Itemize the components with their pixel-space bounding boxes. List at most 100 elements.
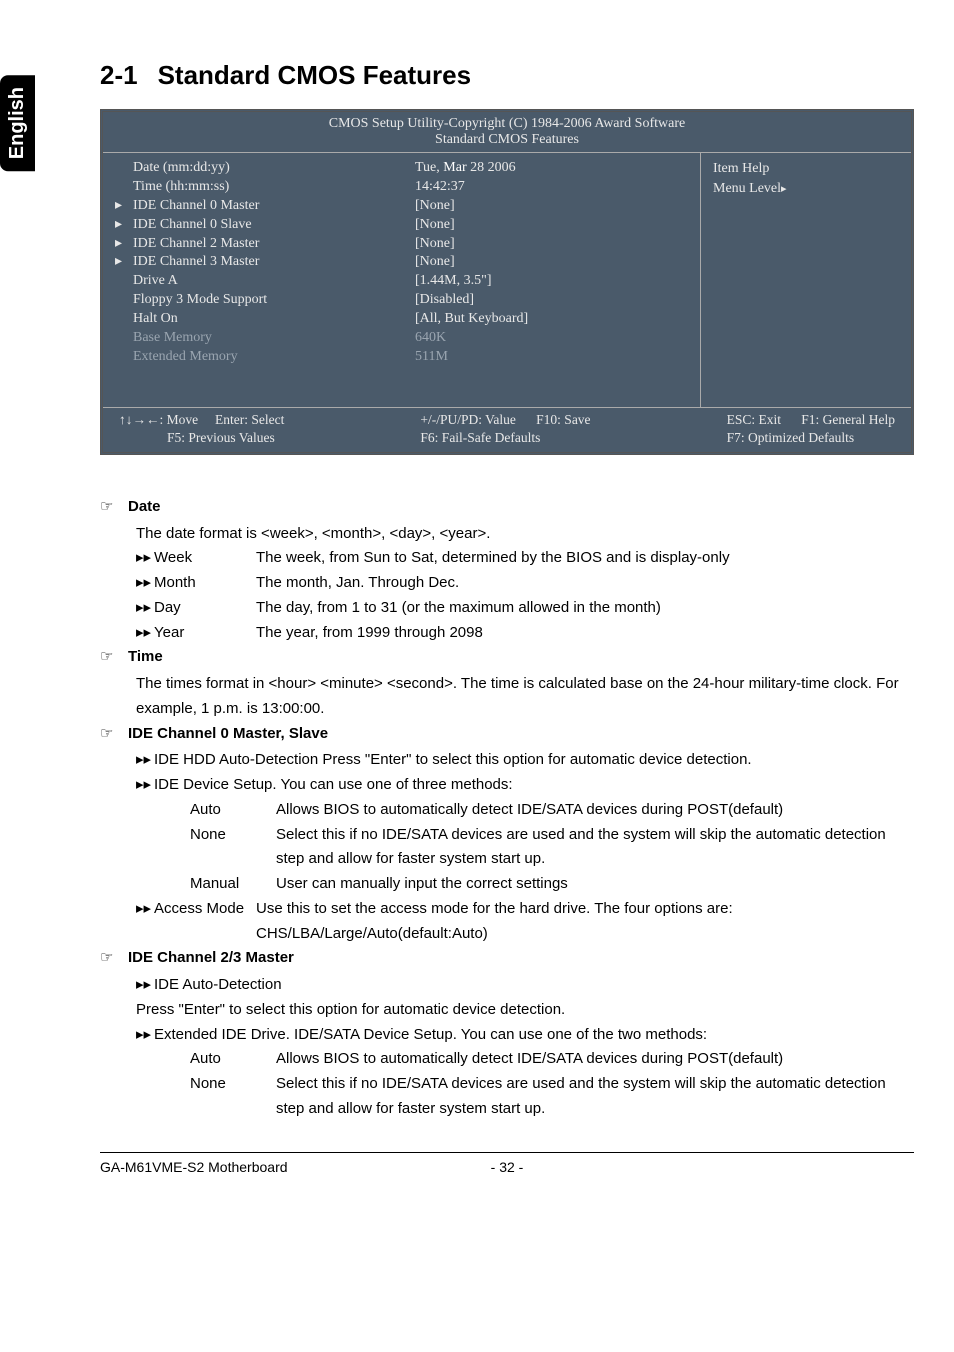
- option-label: Auto: [190, 798, 276, 823]
- bios-row-label: Date (mm:dd:yy): [115, 159, 415, 178]
- bios-row-label-text: Halt On: [133, 310, 178, 329]
- section-title: 2-1 Standard CMOS Features: [100, 60, 914, 91]
- ide23-option-row: AutoAllows BIOS to automatically detect …: [190, 1047, 914, 1072]
- ide23-line1: ▸▸ IDE Auto-Detection: [136, 973, 914, 998]
- bios-row-label: Extended Memory: [115, 348, 415, 367]
- footer-move-select: ↑↓→←: Move Enter: Select: [119, 412, 284, 428]
- option-label: None: [190, 1072, 276, 1122]
- option-label: Manual: [190, 872, 276, 897]
- footer-value-save: +/-/PU/PD: Value F10: Save: [420, 412, 590, 428]
- description-section: ☞ Date The date format is <week>, <month…: [100, 495, 914, 1122]
- bios-row: ▸IDE Channel 0 Slave[None]: [115, 216, 688, 235]
- bios-row: ▸IDE Channel 2 Master [None]: [115, 235, 688, 254]
- submenu-arrow-icon: ▸: [115, 197, 133, 216]
- bios-row-value: 14:42:37: [415, 178, 688, 197]
- option-label: None: [190, 823, 276, 873]
- double-arrow-icon: ▸▸: [136, 973, 154, 998]
- bios-row-value: [None]: [415, 235, 688, 254]
- time-heading-row: ☞ Time: [100, 645, 914, 670]
- time-text: The times format in <hour> <minute> <sec…: [136, 672, 914, 722]
- ide23-line3: ▸▸ Extended IDE Drive. IDE/SATA Device S…: [136, 1023, 914, 1048]
- date-item-label: Month: [154, 571, 256, 596]
- page-footer: GA-M61VME-S2 Motherboard - 32 -: [100, 1152, 914, 1175]
- option-label: Auto: [190, 1047, 276, 1072]
- bios-footer-col3: ESC: Exit F1: General Help F7: Optimized…: [727, 412, 895, 446]
- date-body: The date format is <week>, <month>, <day…: [136, 522, 914, 646]
- bios-row-label-text: Extended Memory: [133, 348, 238, 367]
- date-item-label: Week: [154, 546, 256, 571]
- language-tab: English: [0, 75, 35, 171]
- bios-row-label-text: Floppy 3 Mode Support: [133, 291, 267, 310]
- date-sub-item: ▸▸MonthThe month, Jan. Through Dec.: [136, 571, 914, 596]
- double-arrow-icon: ▸▸: [136, 773, 154, 798]
- double-arrow-icon: ▸▸: [136, 748, 154, 773]
- date-heading: Date: [128, 495, 161, 520]
- ide0-option-row: AutoAllows BIOS to automatically detect …: [190, 798, 914, 823]
- option-text: Select this if no IDE/SATA devices are u…: [276, 1072, 914, 1122]
- date-item-label: Year: [154, 621, 256, 646]
- ide0-body: ▸▸ IDE HDD Auto-Detection Press "Enter" …: [136, 748, 914, 946]
- bios-row-label-text: Drive A: [133, 272, 178, 291]
- option-text: Select this if no IDE/SATA devices are u…: [276, 823, 914, 873]
- page-content: 2-1 Standard CMOS Features CMOS Setup Uti…: [100, 60, 914, 1175]
- date-sub-item: ▸▸WeekThe week, from Sun to Sat, determi…: [136, 546, 914, 571]
- ide0-access-label: Access Mode: [154, 897, 256, 947]
- footer-spacer: [557, 1159, 914, 1175]
- pointer-icon: ☞: [100, 946, 128, 971]
- bios-row-value: 640K: [415, 329, 688, 348]
- bios-row-label-text: Date (mm:dd:yy): [133, 159, 230, 178]
- date-sub-item: ▸▸YearThe year, from 1999 through 2098: [136, 621, 914, 646]
- bios-row-label-text: Base Memory: [133, 329, 212, 348]
- bios-row-label: Halt On: [115, 310, 415, 329]
- ide0-line1: ▸▸ IDE HDD Auto-Detection Press "Enter" …: [136, 748, 914, 773]
- bios-footer-col2: +/-/PU/PD: Value F10: Save F6: Fail-Safe…: [420, 412, 590, 446]
- ide23-body: ▸▸ IDE Auto-Detection Press "Enter" to s…: [136, 973, 914, 1122]
- bios-row-label-text: Time (hh:mm:ss): [133, 178, 229, 197]
- footer-model: GA-M61VME-S2 Motherboard: [100, 1159, 457, 1175]
- date-item-text: The year, from 1999 through 2098: [256, 621, 914, 646]
- bios-row-label-text: IDE Channel 2 Master: [133, 235, 259, 254]
- time-body: The times format in <hour> <minute> <sec…: [136, 672, 914, 722]
- bios-row: Drive A[1.44M, 3.5"]: [115, 272, 688, 291]
- bios-row: ▸IDE Channel 3 Master[None]: [115, 253, 688, 272]
- menu-level-arrow-icon: ▸: [781, 183, 787, 195]
- ide23-line3-text: Extended IDE Drive. IDE/SATA Device Setu…: [154, 1023, 914, 1048]
- bios-right-panel: Item Help Menu Level▸: [701, 153, 911, 407]
- option-text: Allows BIOS to automatically detect IDE/…: [276, 798, 914, 823]
- bios-row-label-text: IDE Channel 3 Master: [133, 253, 259, 272]
- bios-row: Base Memory 640K: [115, 329, 688, 348]
- bios-row: ▸IDE Channel 0 Master[None]: [115, 197, 688, 216]
- ide0-access-text: Use this to set the access mode for the …: [256, 897, 914, 947]
- section-text: Standard CMOS Features: [158, 60, 472, 90]
- double-arrow-icon: ▸▸: [136, 546, 154, 571]
- ide0-heading: IDE Channel 0 Master, Slave: [128, 722, 328, 747]
- date-item-text: The day, from 1 to 31 (or the maximum al…: [256, 596, 914, 621]
- ide23-heading-row: ☞ IDE Channel 2/3 Master: [100, 946, 914, 971]
- footer-page-number: - 32 -: [457, 1159, 557, 1175]
- bios-row-label: Drive A: [115, 272, 415, 291]
- pointer-icon: ☞: [100, 722, 128, 747]
- bios-row-value: [None]: [415, 216, 688, 235]
- submenu-arrow-icon: ▸: [115, 235, 133, 254]
- bios-row-label: Time (hh:mm:ss): [115, 178, 415, 197]
- bios-screen: CMOS Setup Utility-Copyright (C) 1984-20…: [100, 109, 914, 455]
- date-item-text: The week, from Sun to Sat, determined by…: [256, 546, 914, 571]
- bios-header-line1: CMOS Setup Utility-Copyright (C) 1984-20…: [103, 116, 911, 132]
- option-text: User can manually input the correct sett…: [276, 872, 914, 897]
- bios-footer-col1: ↑↓→←: Move Enter: Select F5: Previous Va…: [119, 412, 284, 446]
- bios-row-label: ▸IDE Channel 0 Master: [115, 197, 415, 216]
- bios-row-value: [Disabled]: [415, 291, 688, 310]
- time-heading: Time: [128, 645, 163, 670]
- ide23-heading: IDE Channel 2/3 Master: [128, 946, 294, 971]
- double-arrow-icon: ▸▸: [136, 596, 154, 621]
- section-number: 2-1: [100, 60, 138, 90]
- bios-row-value: [None]: [415, 253, 688, 272]
- bios-row-value: Tue, Mar 28 2006: [415, 159, 688, 178]
- double-arrow-icon: ▸▸: [136, 1023, 154, 1048]
- bios-row-value: [All, But Keyboard]: [415, 310, 688, 329]
- footer-f6: F6: Fail-Safe Defaults: [420, 430, 590, 446]
- bios-main: Date (mm:dd:yy) Tue, Mar 28 2006 Time (hh:…: [103, 152, 911, 408]
- ide23-line1-text: IDE Auto-Detection: [154, 973, 914, 998]
- pointer-icon: ☞: [100, 645, 128, 670]
- double-arrow-icon: ▸▸: [136, 621, 154, 646]
